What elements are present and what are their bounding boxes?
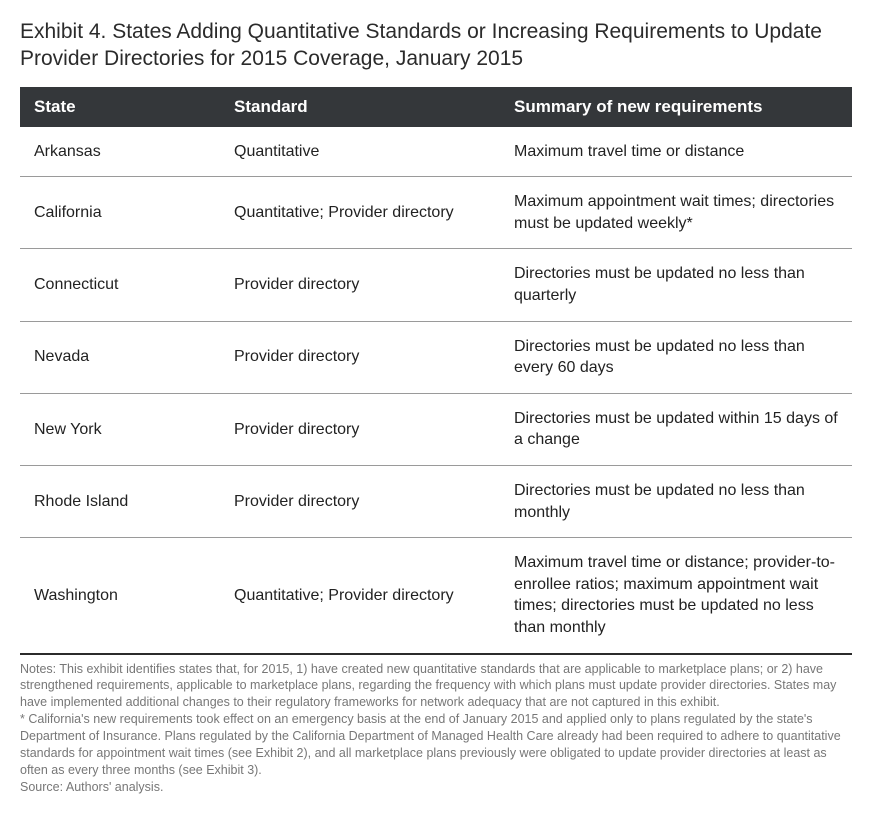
- col-header-standard: Standard: [220, 87, 500, 127]
- table-row: New York Provider directory Directories …: [20, 393, 852, 465]
- cell-state: Washington: [20, 538, 220, 654]
- col-header-state: State: [20, 87, 220, 127]
- cell-state: Connecticut: [20, 249, 220, 321]
- cell-summary: Directories must be updated within 15 da…: [500, 393, 852, 465]
- table-row: California Quantitative; Provider direct…: [20, 177, 852, 249]
- notes-block: Notes: This exhibit identifies states th…: [20, 661, 852, 796]
- table-row: Washington Quantitative; Provider direct…: [20, 538, 852, 654]
- cell-standard: Provider directory: [220, 393, 500, 465]
- cell-summary: Directories must be updated no less than…: [500, 321, 852, 393]
- cell-standard: Provider directory: [220, 465, 500, 537]
- notes-line: Source: Authors' analysis.: [20, 779, 852, 796]
- cell-standard: Quantitative; Provider directory: [220, 177, 500, 249]
- cell-summary: Maximum travel time or distance: [500, 127, 852, 177]
- cell-standard: Provider directory: [220, 249, 500, 321]
- exhibit-title: Exhibit 4. States Adding Quantitative St…: [20, 18, 852, 73]
- notes-line: * California's new requirements took eff…: [20, 711, 852, 779]
- table-header-row: State Standard Summary of new requiremen…: [20, 87, 852, 127]
- cell-state: New York: [20, 393, 220, 465]
- cell-summary: Maximum appointment wait times; director…: [500, 177, 852, 249]
- cell-summary: Directories must be updated no less than…: [500, 249, 852, 321]
- cell-state: Rhode Island: [20, 465, 220, 537]
- states-table: State Standard Summary of new requiremen…: [20, 87, 852, 655]
- cell-summary: Maximum travel time or distance; provide…: [500, 538, 852, 654]
- cell-state: Arkansas: [20, 127, 220, 177]
- cell-state: California: [20, 177, 220, 249]
- table-row: Connecticut Provider directory Directori…: [20, 249, 852, 321]
- notes-line: Notes: This exhibit identifies states th…: [20, 661, 852, 712]
- table-row: Arkansas Quantitative Maximum travel tim…: [20, 127, 852, 177]
- cell-summary: Directories must be updated no less than…: [500, 465, 852, 537]
- col-header-summary: Summary of new requirements: [500, 87, 852, 127]
- cell-standard: Provider directory: [220, 321, 500, 393]
- table-row: Rhode Island Provider directory Director…: [20, 465, 852, 537]
- cell-state: Nevada: [20, 321, 220, 393]
- cell-standard: Quantitative: [220, 127, 500, 177]
- table-row: Nevada Provider directory Directories mu…: [20, 321, 852, 393]
- cell-standard: Quantitative; Provider directory: [220, 538, 500, 654]
